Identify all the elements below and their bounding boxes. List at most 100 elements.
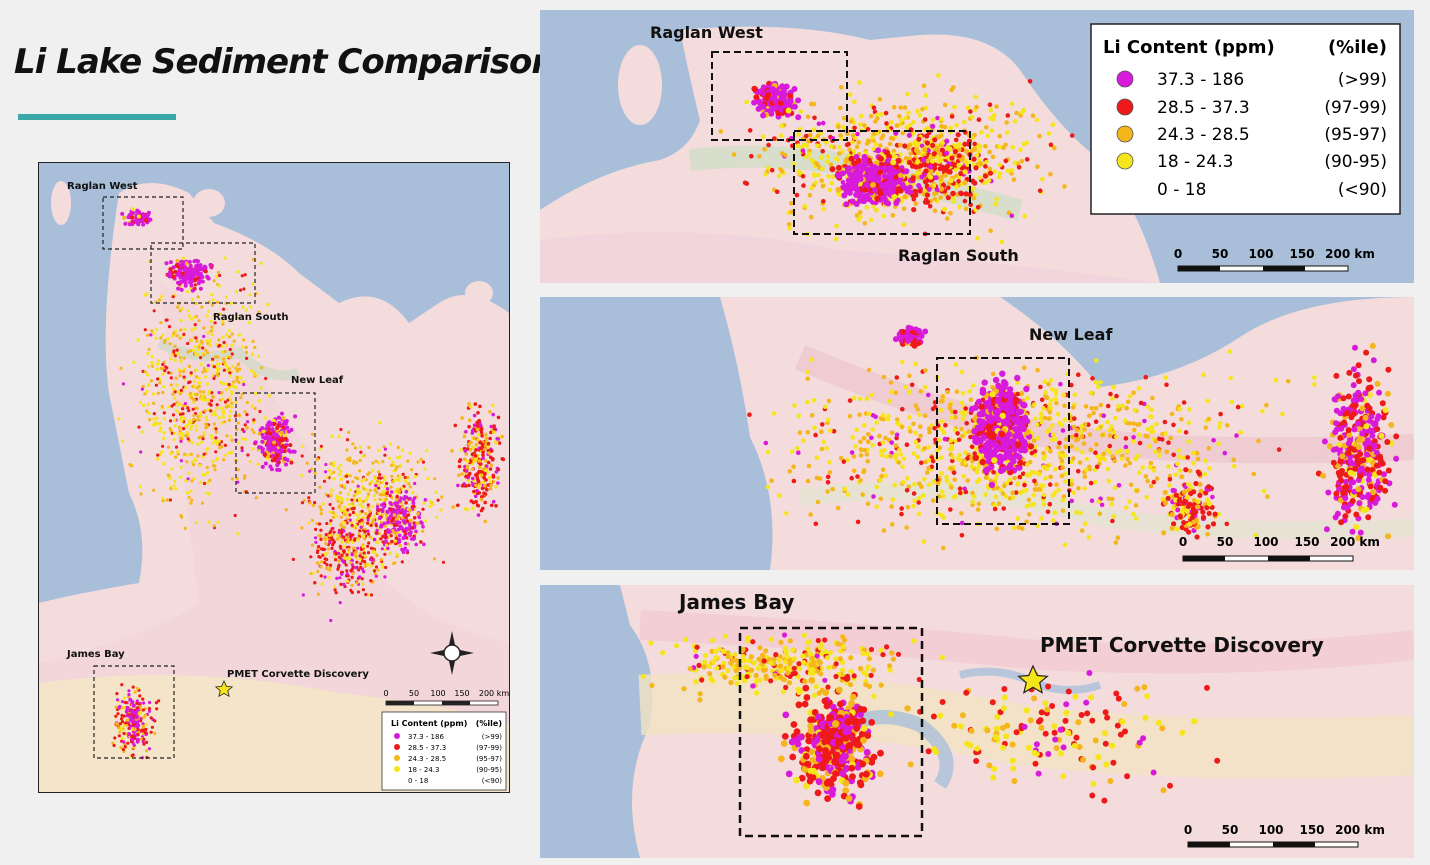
sample-point — [202, 366, 206, 371]
sample-point — [393, 501, 397, 506]
sample-point — [911, 207, 917, 213]
sample-point — [932, 165, 938, 171]
sample-point — [924, 140, 930, 146]
sample-point — [179, 439, 183, 443]
sample-point — [856, 140, 862, 145]
sample-point — [962, 198, 968, 204]
sample-point — [166, 473, 170, 477]
sample-point — [347, 502, 351, 507]
sample-point — [983, 143, 988, 149]
sample-point — [890, 213, 896, 218]
sample-point — [1042, 379, 1048, 385]
raglan-zoom-map[interactable]: Raglan West Raglan South Li Content (ppm… — [540, 10, 1414, 283]
sample-point — [909, 382, 915, 388]
sample-point — [374, 459, 378, 463]
sample-point — [1156, 453, 1162, 458]
sample-point — [462, 434, 467, 439]
sample-point — [496, 437, 501, 441]
sample-point — [913, 192, 919, 198]
sample-point — [174, 487, 178, 491]
sample-point — [484, 459, 488, 463]
sample-point — [496, 481, 500, 485]
sample-point — [371, 461, 375, 465]
sample-point — [209, 433, 213, 438]
sample-point — [135, 701, 139, 706]
sample-point — [361, 582, 365, 586]
sample-point — [347, 430, 351, 434]
sample-point — [1140, 465, 1145, 470]
sample-point — [161, 333, 165, 337]
sample-point — [435, 515, 439, 519]
sample-point — [131, 753, 135, 757]
sample-point — [970, 464, 975, 470]
sample-point — [483, 443, 488, 448]
scale-tick: 50 — [1212, 247, 1229, 261]
sample-point — [815, 133, 821, 139]
sample-point — [884, 454, 889, 460]
sample-point — [858, 439, 863, 445]
label-raglan-west: Raglan West — [67, 181, 138, 192]
sample-point — [119, 746, 123, 750]
sample-point — [117, 734, 121, 738]
sample-point — [1166, 464, 1171, 469]
sample-point — [145, 409, 149, 413]
sample-point — [1044, 446, 1050, 452]
sample-point — [200, 341, 204, 345]
sample-point — [884, 180, 891, 187]
sample-point — [246, 420, 250, 424]
sample-point — [459, 448, 463, 452]
legend-title: Li Content (ppm) — [1103, 37, 1275, 58]
sample-point — [242, 338, 246, 342]
sample-point — [329, 519, 333, 523]
sample-point — [934, 448, 940, 454]
sample-point — [213, 410, 217, 414]
sample-point — [972, 132, 977, 138]
sample-point — [809, 357, 814, 362]
sample-point — [877, 96, 883, 102]
sample-point — [1019, 391, 1024, 397]
sample-point — [351, 502, 355, 506]
sample-point — [1115, 535, 1121, 540]
sample-point — [127, 689, 131, 693]
sample-point — [1061, 494, 1067, 499]
sample-point — [340, 508, 344, 512]
sample-point — [187, 364, 191, 368]
sample-point — [181, 369, 186, 374]
sample-point — [481, 456, 486, 461]
sample-point — [212, 279, 216, 283]
sample-point — [161, 499, 165, 503]
sample-point — [893, 452, 899, 457]
sample-point — [486, 442, 491, 446]
sample-point — [325, 475, 329, 479]
sample-point — [993, 494, 999, 500]
sample-point — [383, 532, 387, 536]
sample-point — [164, 261, 169, 266]
sample-point — [1058, 381, 1063, 387]
sample-point — [214, 436, 218, 440]
sample-point — [425, 449, 429, 453]
sample-point — [194, 521, 199, 525]
sample-point — [1105, 403, 1111, 409]
overview-map[interactable]: Raglan West Raglan South New Leaf James … — [38, 162, 510, 793]
sample-point — [821, 199, 826, 204]
sample-point — [281, 416, 286, 421]
new-leaf-zoom-map[interactable]: New Leaf 0 50 100 150 200 km — [540, 297, 1414, 570]
sample-point — [1135, 453, 1141, 458]
sample-point — [185, 491, 190, 495]
sample-point — [988, 107, 994, 113]
sample-point — [840, 180, 846, 185]
sample-point — [913, 164, 919, 170]
sample-point — [193, 384, 197, 388]
sample-point — [475, 488, 479, 493]
sample-point — [314, 527, 318, 531]
sample-point — [964, 421, 969, 426]
sample-point — [1004, 480, 1010, 486]
sample-point — [328, 522, 332, 526]
sample-point — [451, 505, 456, 509]
sample-point — [124, 721, 128, 725]
sample-point — [193, 352, 197, 356]
sample-point — [474, 442, 479, 447]
sample-point — [223, 443, 227, 447]
sample-point — [141, 697, 145, 701]
sample-point — [911, 491, 917, 496]
